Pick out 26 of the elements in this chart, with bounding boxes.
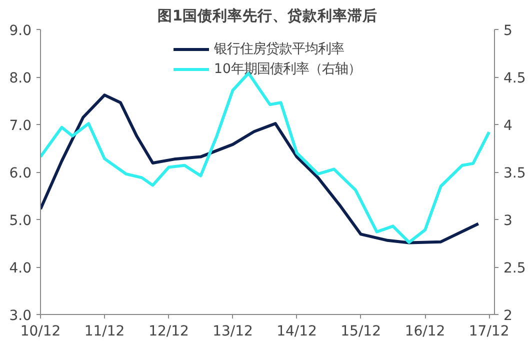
y2-tick-label: 3.5 — [504, 166, 526, 182]
y2-tick-label: 4 — [504, 118, 512, 134]
x-tick-label: 14/12 — [276, 324, 317, 340]
y-tick-label: 5.0 — [9, 213, 32, 229]
y-tick-label: 4.0 — [9, 260, 32, 276]
x-tick-label: 12/12 — [148, 324, 189, 340]
x-tick-label: 11/12 — [84, 324, 125, 340]
y-tick-label: 3.0 — [9, 308, 32, 324]
y2-tick-label: 2 — [504, 308, 512, 324]
x-tick-label: 13/12 — [212, 324, 253, 340]
y2-tick-label: 4.5 — [504, 70, 526, 86]
x-tick-label: 16/12 — [404, 324, 446, 340]
x-tick-label: 15/12 — [340, 324, 382, 340]
y2-tick-label: 5 — [504, 23, 512, 39]
chart-title: 图1国债利率先行、贷款利率滞后 — [157, 6, 378, 24]
y2-tick-label: 2.5 — [504, 260, 526, 276]
legend-label: 银行住房贷款平均利率 — [214, 40, 344, 58]
y-tick-label: 6.0 — [9, 166, 32, 182]
line-series — [40, 94, 480, 244]
x-tick-label: 10/12 — [20, 324, 61, 340]
legend-label: 10年期国债利率（右轴） — [214, 60, 361, 78]
y2-tick-label: 3 — [504, 213, 512, 229]
x-tick-label: 17/12 — [468, 324, 510, 340]
y-tick-label: 8.0 — [9, 70, 32, 86]
y-tick-label: 7.0 — [9, 118, 32, 134]
y-tick-label: 9.0 — [9, 23, 32, 39]
